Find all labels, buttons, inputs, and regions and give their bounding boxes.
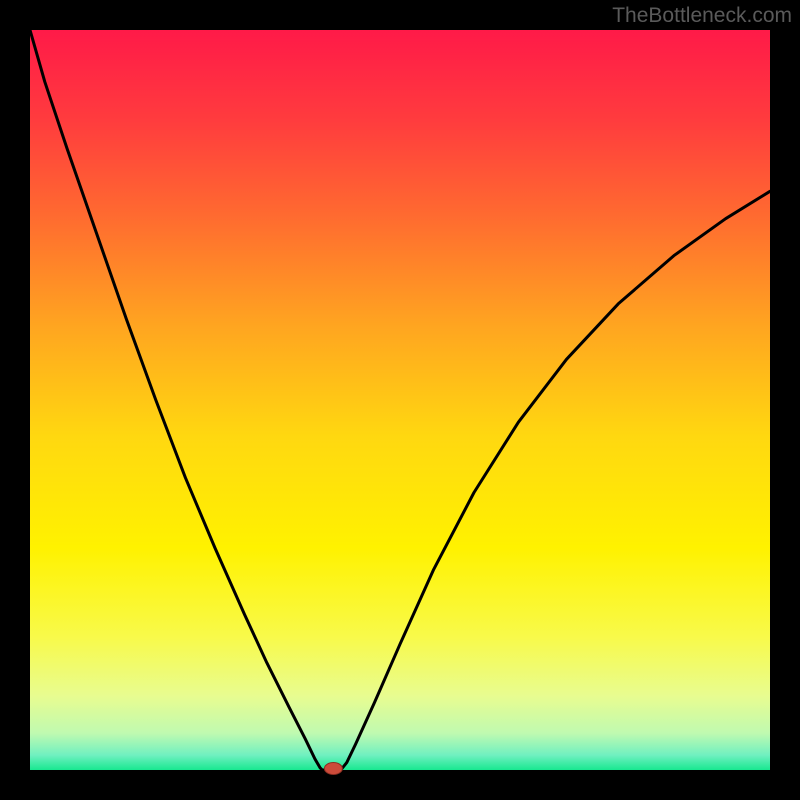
optimum-marker <box>324 763 342 775</box>
bottleneck-chart <box>0 0 800 800</box>
chart-container: { "watermark": "TheBottleneck.com", "can… <box>0 0 800 800</box>
plot-background <box>30 30 770 770</box>
watermark-text: TheBottleneck.com <box>612 4 792 28</box>
